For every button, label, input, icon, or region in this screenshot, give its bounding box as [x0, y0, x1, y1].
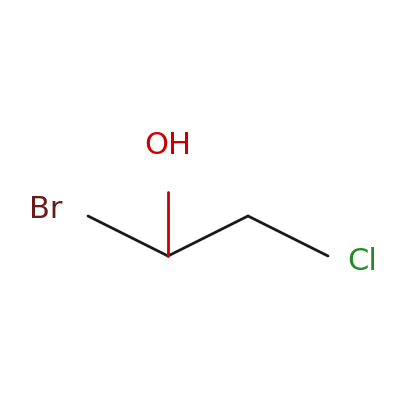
Text: Cl: Cl: [347, 248, 377, 276]
Text: Br: Br: [29, 196, 63, 224]
Text: OH: OH: [144, 132, 192, 160]
